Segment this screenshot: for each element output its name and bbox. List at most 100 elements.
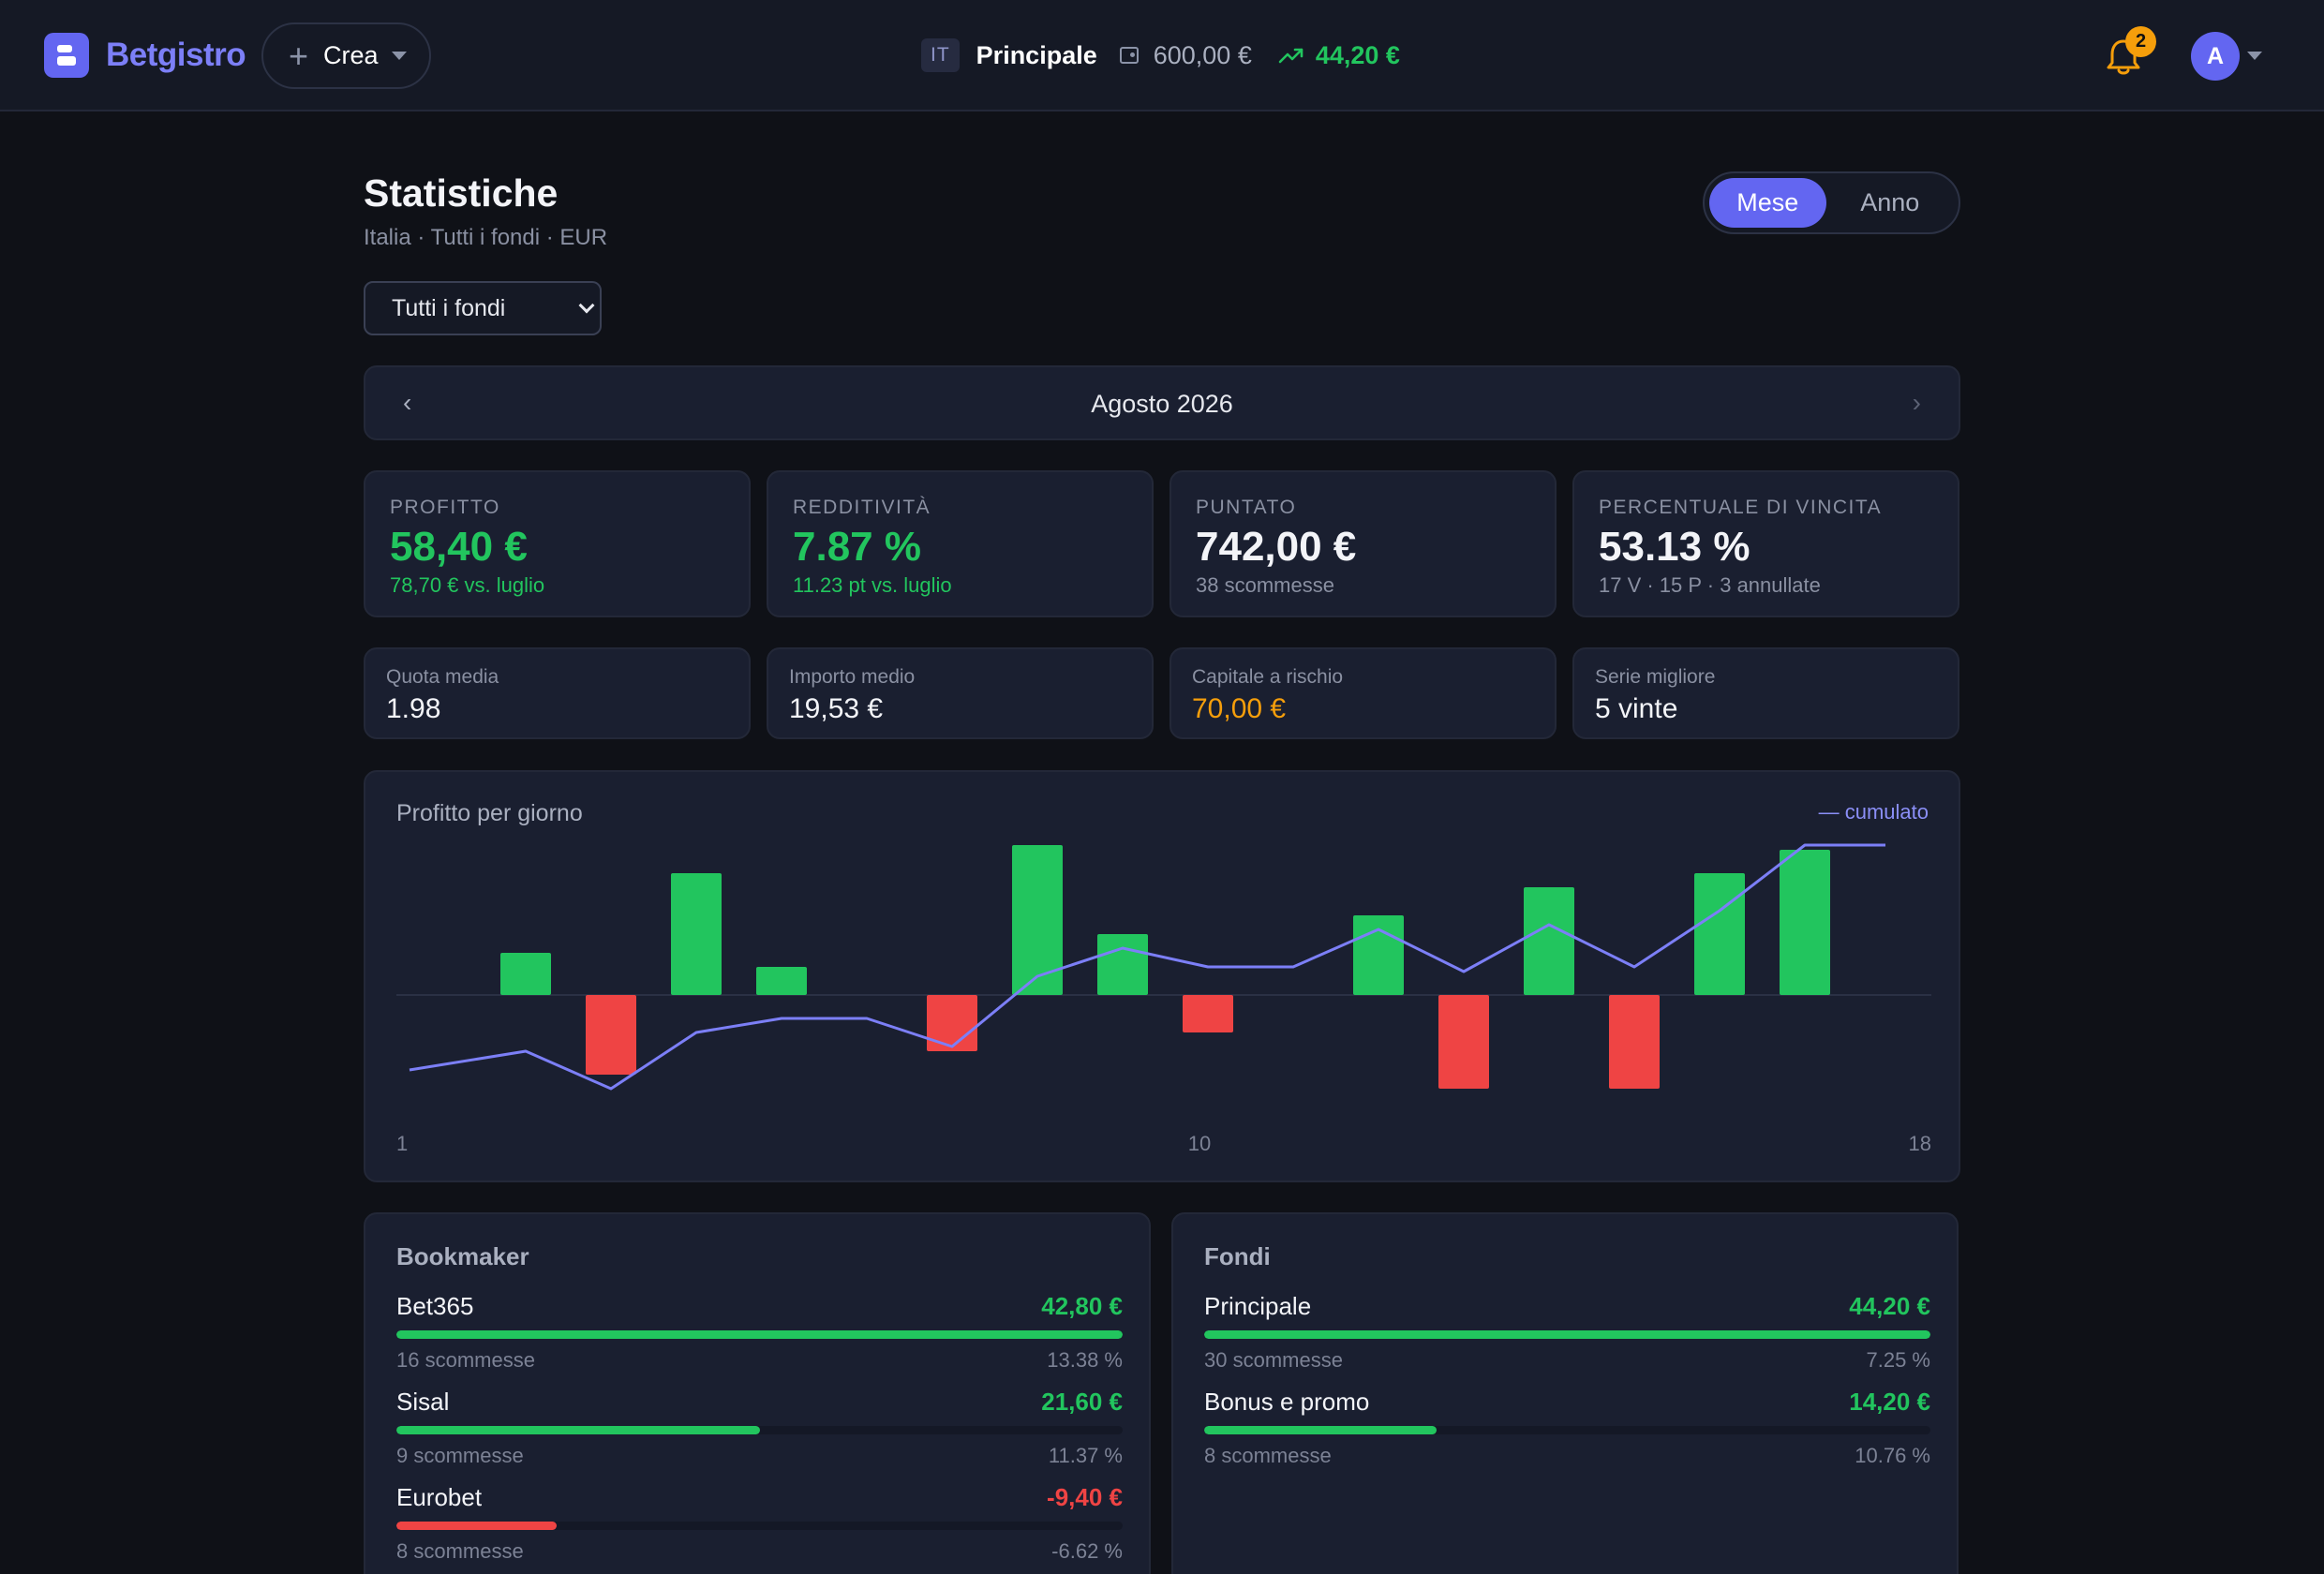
row-bet-count: 30 scommesse bbox=[1204, 1348, 1343, 1372]
chart-bar-day-10[interactable] bbox=[1183, 995, 1233, 1032]
user-avatar[interactable]: A bbox=[2191, 32, 2240, 81]
bookmaker-row[interactable]: Eurobet -9,40 € 8 scommesse -6.62 % bbox=[396, 1483, 1123, 1574]
chart-bar-day-12[interactable] bbox=[1353, 915, 1404, 995]
daily-profit-chart: 1 10 18 Profitto per giorno — cumulato bbox=[364, 770, 1960, 1182]
create-button[interactable]: + Crea bbox=[261, 22, 431, 89]
row-yield: 11.37 % bbox=[1048, 1444, 1123, 1467]
row-yield: 7.25 % bbox=[1866, 1348, 1931, 1372]
fund-select-value: Tutti i fondi bbox=[392, 294, 506, 321]
row-amount: 44,20 € bbox=[1849, 1292, 1930, 1320]
chart-bar-day-16[interactable] bbox=[1694, 873, 1745, 995]
row-progress-fill bbox=[396, 1426, 760, 1434]
panel-title: Bookmaker bbox=[396, 1242, 529, 1270]
row-bet-count: 16 scommesse bbox=[396, 1348, 535, 1372]
chart-title: Profitto per giorno bbox=[396, 800, 583, 826]
notification-badge: 2 bbox=[2125, 26, 2156, 57]
fund-profit: 44,20 € bbox=[1315, 40, 1400, 69]
fund-row[interactable]: Principale 44,20 € 30 scommesse 7.25 % bbox=[1204, 1292, 1930, 1386]
row-progress-fill bbox=[396, 1522, 557, 1530]
trend-up-icon bbox=[1278, 48, 1304, 64]
row-progress-track bbox=[396, 1330, 1123, 1339]
row-progress-track bbox=[1204, 1330, 1930, 1339]
row-name: Bonus e promo bbox=[1204, 1388, 1370, 1416]
next-month-button[interactable]: › bbox=[1912, 388, 1921, 417]
kpi-value: 53.13 % bbox=[1599, 524, 1750, 570]
chart-bar-day-3[interactable] bbox=[586, 995, 636, 1075]
chart-bar-day-5[interactable] bbox=[756, 967, 807, 995]
row-amount: 14,20 € bbox=[1849, 1388, 1930, 1416]
row-name: Eurobet bbox=[396, 1483, 483, 1511]
kpi-value: 7.87 % bbox=[793, 524, 921, 570]
kpi-label: Puntato bbox=[1196, 497, 1297, 518]
chart-bar-day-17[interactable] bbox=[1780, 850, 1830, 995]
logo-icon bbox=[44, 33, 89, 78]
row-bet-count: 8 scommesse bbox=[1204, 1444, 1332, 1467]
chart-bar-day-15[interactable] bbox=[1609, 995, 1660, 1089]
page-title: Statistiche bbox=[364, 171, 559, 215]
kpi-sub: 11.23 pt vs. luglio bbox=[793, 573, 952, 597]
wallet-icon bbox=[1119, 47, 1139, 64]
kpi-card-profit: Profitto 58,40 € 78,70 € vs. luglio bbox=[364, 470, 751, 617]
stat-value: 19,53 € bbox=[789, 693, 884, 724]
toggle-year[interactable]: Anno bbox=[1860, 188, 1920, 216]
chart-bar-day-9[interactable] bbox=[1097, 934, 1148, 995]
brand-logo[interactable]: Betgistro bbox=[44, 33, 246, 78]
chart-bar-day-7[interactable] bbox=[927, 995, 977, 1051]
page-subtitle: Italia · Tutti i fondi · EUR bbox=[364, 225, 608, 250]
row-progress-fill bbox=[396, 1330, 1123, 1339]
toggle-month[interactable]: Mese bbox=[1709, 178, 1826, 228]
kpi-sub: 17 V · 15 P · 3 annullate bbox=[1599, 573, 1821, 597]
chart-bar-day-14[interactable] bbox=[1524, 887, 1574, 995]
stat-label: Serie migliore bbox=[1595, 666, 1716, 688]
kpi-card-staked: Puntato 742,00 € 38 scommesse bbox=[1169, 470, 1557, 617]
chart-bar-day-13[interactable] bbox=[1438, 995, 1489, 1089]
brand-name: Betgistro bbox=[106, 37, 246, 73]
bookmaker-row[interactable]: Sisal 21,60 € 9 scommesse 11.37 % bbox=[396, 1388, 1123, 1481]
month-navigator: ‹ Agosto 2026 › bbox=[364, 365, 1960, 440]
prev-month-button[interactable]: ‹ bbox=[403, 388, 412, 417]
stat-label: Quota media bbox=[386, 666, 499, 688]
row-progress-track bbox=[1204, 1426, 1930, 1434]
row-progress-track bbox=[396, 1522, 1123, 1530]
stat-card-avg-odds: Quota media 1.98 bbox=[364, 647, 751, 739]
stat-card-capital-at-risk: Capitale a rischio 70,00 € bbox=[1169, 647, 1557, 739]
kpi-label: Redditività bbox=[793, 497, 931, 518]
row-amount: -9,40 € bbox=[1047, 1483, 1123, 1511]
kpi-sub: 38 scommesse bbox=[1196, 573, 1334, 597]
chevron-down-icon[interactable] bbox=[2247, 52, 2262, 60]
kpi-value: 58,40 € bbox=[390, 524, 528, 570]
chevron-down-icon bbox=[578, 297, 595, 314]
chart-x-tick: 1 bbox=[396, 1132, 408, 1155]
active-fund-summary[interactable]: IT Principale 600,00 € 44,20 € bbox=[921, 37, 1400, 73]
stat-label: Capitale a rischio bbox=[1192, 666, 1344, 688]
kpi-label: Profitto bbox=[390, 497, 500, 518]
stat-card-avg-stake: Importo medio 19,53 € bbox=[767, 647, 1154, 739]
stat-label: Importo medio bbox=[789, 666, 916, 688]
fund-row[interactable]: Bonus e promo 14,20 € 8 scommesse 10.76 % bbox=[1204, 1388, 1930, 1481]
row-yield: -6.62 % bbox=[1051, 1539, 1123, 1563]
stat-value: 1.98 bbox=[386, 693, 441, 724]
row-progress-track bbox=[396, 1426, 1123, 1434]
chevron-down-icon bbox=[391, 52, 407, 60]
kpi-label: Percentuale di vincita bbox=[1599, 497, 1883, 518]
chart-legend: — cumulato bbox=[1818, 800, 1929, 824]
row-bet-count: 9 scommesse bbox=[396, 1444, 524, 1467]
chart-bar-day-2[interactable] bbox=[500, 953, 551, 995]
row-amount: 21,60 € bbox=[1041, 1388, 1123, 1416]
row-yield: 10.76 % bbox=[1855, 1444, 1930, 1467]
chart-x-tick: 10 bbox=[1188, 1132, 1211, 1155]
fund-select[interactable]: Tutti i fondi bbox=[364, 281, 602, 335]
row-progress-fill bbox=[1204, 1426, 1437, 1434]
chart-bar-day-4[interactable] bbox=[671, 873, 722, 995]
chart-cumulative-line bbox=[409, 843, 1885, 1091]
kpi-card-win-rate: Percentuale di vincita 53.13 % 17 V · 15… bbox=[1572, 470, 1959, 617]
panel-title: Fondi bbox=[1204, 1242, 1271, 1270]
chart-bar-day-8[interactable] bbox=[1012, 845, 1063, 995]
bookmaker-row[interactable]: Bet365 42,80 € 16 scommesse 13.38 % bbox=[396, 1292, 1123, 1386]
row-name: Sisal bbox=[396, 1388, 450, 1416]
row-yield: 13.38 % bbox=[1047, 1348, 1123, 1372]
chart-canvas: 1 10 18 bbox=[396, 843, 1931, 1155]
kpi-sub: 78,70 € vs. luglio bbox=[390, 573, 545, 597]
stat-value: 70,00 € bbox=[1192, 693, 1287, 724]
kpi-value: 742,00 € bbox=[1196, 524, 1357, 570]
